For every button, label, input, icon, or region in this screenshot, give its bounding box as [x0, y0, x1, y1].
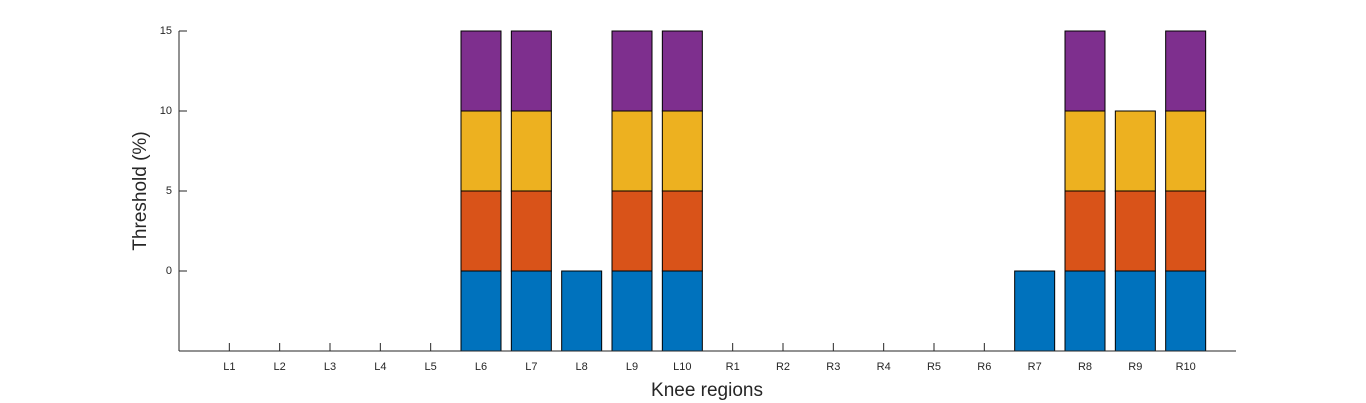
x-tick-label: R6 — [977, 361, 991, 373]
bar-segment — [1014, 270, 1056, 352]
y-tick-label: 10 — [160, 105, 172, 117]
y-tick-label: 15 — [160, 25, 172, 37]
bar-segment — [460, 30, 502, 112]
bar-segment — [510, 190, 552, 272]
bar-segment — [1064, 270, 1106, 352]
x-tick-label: L8 — [576, 361, 588, 373]
x-tick-label: L5 — [425, 361, 437, 373]
x-tick-label: L1 — [223, 361, 235, 373]
bar-segment — [661, 30, 703, 112]
x-tick-label: R1 — [726, 361, 740, 373]
bar-segment — [510, 30, 552, 112]
x-tick-label: R5 — [927, 361, 941, 373]
bar-segment — [661, 270, 703, 352]
x-tick-label: R2 — [776, 361, 790, 373]
bar-segment — [1064, 30, 1106, 112]
bar-segment — [460, 190, 502, 272]
bar-segment — [611, 190, 653, 272]
bar-segment — [611, 110, 653, 192]
bar-segment — [460, 110, 502, 192]
bar-segment — [611, 30, 653, 112]
x-tick-label: L9 — [626, 361, 638, 373]
bar-segment — [1165, 110, 1207, 192]
x-tick-label: L3 — [324, 361, 336, 373]
x-tick-label: L10 — [673, 361, 691, 373]
y-axis-label: Threshold (%) — [130, 131, 151, 250]
x-tick-label: R4 — [877, 361, 891, 373]
bar-segment — [611, 270, 653, 352]
x-tick-label: R8 — [1078, 361, 1092, 373]
x-tick-label: R3 — [826, 361, 840, 373]
bar-segment — [561, 270, 603, 352]
bar-segment — [460, 270, 502, 352]
bar-segment — [510, 270, 552, 352]
x-tick-label: L7 — [525, 361, 537, 373]
bar-segment — [1165, 190, 1207, 272]
bar-segment — [1114, 270, 1156, 352]
x-tick-label: R7 — [1028, 361, 1042, 373]
x-tick-label: R10 — [1176, 361, 1196, 373]
bar-segment — [1064, 110, 1106, 192]
x-tick-label: L2 — [274, 361, 286, 373]
x-tick-label: R9 — [1128, 361, 1142, 373]
x-axis-label: Knee regions — [651, 380, 763, 401]
bar-segment — [661, 190, 703, 272]
bar-segment — [1064, 190, 1106, 272]
y-tick-label: 5 — [166, 185, 172, 197]
bar-segment — [1114, 190, 1156, 272]
bar-segment — [510, 110, 552, 192]
bar-segment — [661, 110, 703, 192]
x-tick-label: L4 — [374, 361, 386, 373]
x-tick-label: L6 — [475, 361, 487, 373]
bar-segment — [1165, 270, 1207, 352]
bar-segment — [1114, 110, 1156, 192]
bar-segment — [1165, 30, 1207, 112]
y-tick-label: 0 — [166, 265, 172, 277]
